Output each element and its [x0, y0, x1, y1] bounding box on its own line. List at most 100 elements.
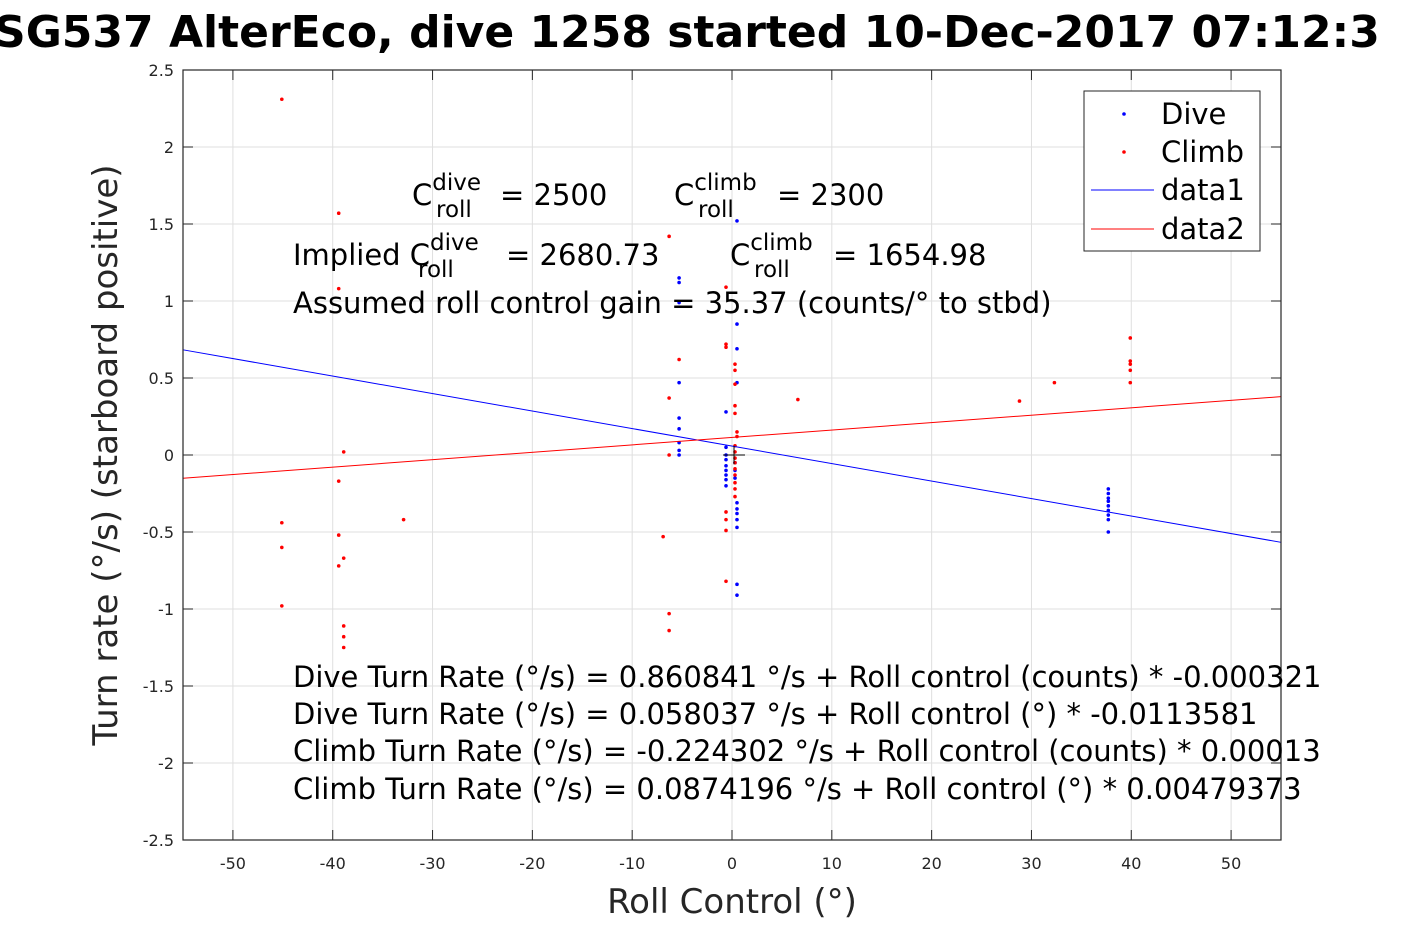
x-axis-label: Roll Control (°) — [607, 882, 857, 922]
point-dive — [733, 476, 737, 480]
point-climb — [667, 396, 671, 400]
point-climb — [280, 604, 284, 608]
point-climb — [341, 624, 346, 628]
legend-marker-dive — [1122, 112, 1126, 116]
c-dive-prefix: C — [412, 178, 432, 212]
gain-text: Assumed roll control gain = 35.37 (count… — [293, 286, 1052, 320]
point-dive — [1106, 499, 1111, 504]
point-climb — [341, 676, 346, 681]
y-axis-label: Turn rate (°/s) (starboard positive) — [86, 164, 126, 746]
c-dive-sub: roll — [436, 197, 472, 223]
x-tick-label: 20 — [921, 854, 941, 873]
point-climb — [724, 528, 728, 533]
point-dive — [677, 448, 681, 453]
point-dive — [677, 300, 681, 305]
point-climb — [280, 520, 284, 525]
point-climb — [667, 628, 671, 633]
y-tick-label: 1 — [164, 292, 174, 311]
point-climb — [733, 368, 737, 373]
c-climb-prefix: C — [674, 178, 694, 212]
y-tick-label: 2 — [164, 138, 174, 157]
legend-label-data2: data2 — [1161, 212, 1245, 246]
point-climb — [733, 362, 737, 366]
point-dive — [735, 525, 739, 530]
legend-marker-climb — [1122, 150, 1126, 154]
implied-climb-sup: climb — [750, 230, 812, 256]
point-climb — [724, 345, 728, 350]
c-dive-value: = 2500 — [500, 178, 607, 212]
point-dive — [735, 517, 739, 522]
y-tick-label: -1 — [158, 600, 174, 619]
point-climb — [341, 634, 346, 639]
point-climb — [667, 453, 671, 457]
svg-text:Implied Cdive: Implied Cdive — [293, 230, 479, 272]
point-dive — [735, 322, 739, 326]
point-climb — [401, 517, 406, 522]
point-dive — [724, 445, 728, 450]
point-climb — [336, 211, 341, 216]
point-dive — [1106, 513, 1111, 517]
x-tick-label: 0 — [727, 854, 737, 873]
point-dive — [735, 511, 739, 516]
c-climb-sub: roll — [698, 197, 734, 223]
implied-climb-value: = 1654.98 — [833, 238, 986, 272]
legend-label-data1: data1 — [1161, 173, 1245, 207]
point-dive — [724, 484, 728, 488]
legend-label-climb: Climb — [1161, 135, 1244, 169]
legend-box — [1083, 90, 1261, 252]
point-climb — [735, 430, 739, 434]
point-climb — [733, 487, 737, 491]
point-climb — [733, 467, 737, 471]
x-tick-label: -20 — [519, 854, 545, 873]
x-tick-label: -40 — [320, 854, 346, 873]
point-climb — [724, 579, 728, 584]
implied-dive-sup: dive — [430, 230, 479, 256]
point-dive — [724, 463, 728, 468]
point-climb — [661, 534, 665, 539]
point-climb — [1128, 380, 1133, 385]
legend-label-dive: Dive — [1161, 97, 1226, 131]
point-climb — [341, 450, 346, 454]
point-climb — [733, 403, 737, 408]
point-dive — [1106, 517, 1111, 522]
point-dive — [677, 380, 681, 385]
point-climb — [336, 479, 341, 483]
point-climb — [336, 286, 341, 291]
implied-dive-sub: roll — [418, 257, 454, 283]
series-layer — [182, 97, 1282, 681]
equation-climb-degrees: Climb Turn Rate (°/s) = 0.0874196 °/s + … — [293, 772, 1302, 806]
implied-climb-prefix: C — [730, 238, 750, 272]
point-climb — [341, 645, 346, 650]
x-tick-label: 10 — [822, 854, 842, 873]
y-tick-label: 0 — [164, 446, 174, 465]
point-dive — [724, 473, 728, 477]
y-tick-label: -2.5 — [143, 831, 174, 850]
tick-layer: -50 -40 -30 -20 -10 0 10 20 30 40 50-2.5-2-1.5-1-0… — [143, 61, 1281, 873]
y-tick-label: -1.5 — [143, 677, 174, 696]
point-climb — [336, 564, 341, 568]
point-climb — [733, 473, 737, 477]
point-dive — [724, 410, 728, 414]
y-tick-label: 2.5 — [149, 61, 174, 80]
implied-climb-sub: roll — [754, 257, 790, 283]
point-dive — [1106, 508, 1111, 513]
equation-dive-counts: Dive Turn Rate (°/s) = 0.860841 °/s + Ro… — [293, 660, 1321, 694]
point-dive — [735, 507, 739, 511]
point-dive — [735, 500, 739, 505]
point-climb — [1128, 362, 1133, 366]
point-climb — [733, 494, 737, 499]
point-dive — [677, 453, 681, 457]
point-dive — [735, 593, 739, 597]
y-tick-label: -2 — [158, 754, 174, 773]
x-tick-label: 40 — [1121, 854, 1141, 873]
x-tick-label: 50 — [1221, 854, 1241, 873]
y-tick-label: -0.5 — [143, 523, 174, 542]
point-dive — [677, 280, 681, 285]
fit-line-data2 — [182, 396, 1282, 479]
x-tick-label: -10 — [619, 854, 645, 873]
svg-text:Cclimb: Cclimb — [730, 230, 813, 272]
point-climb — [280, 545, 284, 550]
point-climb — [1128, 336, 1133, 340]
c-climb-sup: climb — [694, 170, 756, 196]
